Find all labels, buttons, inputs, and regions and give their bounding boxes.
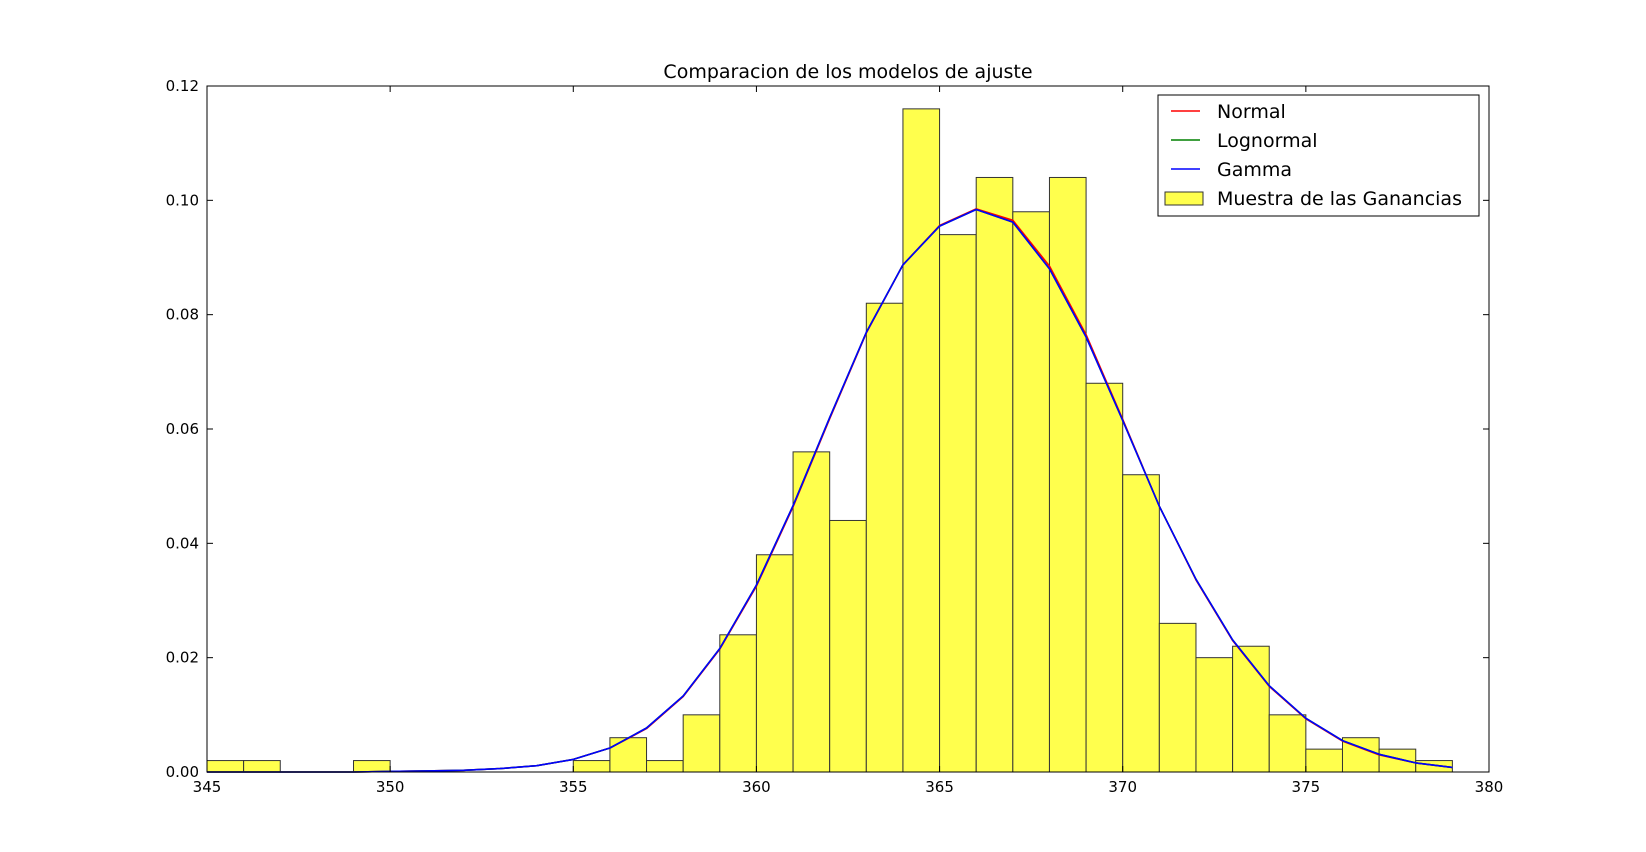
histogram-bar bbox=[1341, 737, 1380, 773]
histogram-bar bbox=[1195, 657, 1234, 773]
y-tick-label: 0.04 bbox=[166, 534, 199, 552]
y-tick-label: 0.02 bbox=[166, 649, 199, 667]
histogram-bar bbox=[1085, 382, 1124, 773]
histogram-bar bbox=[1305, 748, 1343, 773]
x-tick-label: 370 bbox=[1108, 778, 1137, 796]
histogram-bars bbox=[206, 108, 1453, 773]
histogram-bar bbox=[865, 302, 904, 773]
x-tick-label: 355 bbox=[559, 778, 588, 796]
histogram-bar bbox=[609, 737, 648, 773]
histogram-bar bbox=[755, 554, 794, 773]
histogram-bar bbox=[1012, 211, 1050, 773]
plot-area-frame bbox=[206, 85, 1490, 773]
x-tick-label: 350 bbox=[376, 778, 405, 796]
x-tick-label: 380 bbox=[1475, 778, 1504, 796]
legend-label-lognormal: Lognormal bbox=[1217, 130, 1318, 152]
legend-label-gamma: Gamma bbox=[1217, 159, 1292, 181]
legend-label-histogram: Muestra de las Ganancias bbox=[1217, 188, 1462, 210]
legend: Normal Lognormal Gamma Muestra de las Ganan… bbox=[1157, 94, 1480, 217]
histogram-bar bbox=[719, 634, 757, 773]
histogram-bar bbox=[1232, 645, 1270, 773]
axis-tick-labels: 345 350 355 360 365 370 375 380 0.00 0.02 0.04 0.06… bbox=[166, 77, 1504, 796]
histogram-bar bbox=[353, 760, 391, 773]
histogram-bar bbox=[792, 451, 831, 773]
y-tick-label: 0.08 bbox=[166, 306, 199, 324]
legend-box bbox=[1157, 94, 1480, 217]
y-tick-label: 0.06 bbox=[166, 420, 199, 438]
histogram-bar bbox=[206, 760, 245, 773]
histogram-bar bbox=[646, 760, 684, 773]
chart-title: Comparacion de los modelos de ajuste bbox=[663, 61, 1032, 83]
x-tick-label: 375 bbox=[1292, 778, 1321, 796]
histogram-bar bbox=[1268, 714, 1307, 773]
y-tick-label: 0.12 bbox=[166, 77, 199, 95]
histogram-bar bbox=[1048, 176, 1087, 773]
histogram-bar bbox=[939, 234, 977, 773]
histogram-bar bbox=[902, 108, 941, 773]
legend-swatch-histogram bbox=[1164, 191, 1204, 206]
fit-lines bbox=[207, 208, 1453, 773]
histogram-bar bbox=[243, 760, 281, 773]
x-tick-label: 345 bbox=[193, 778, 222, 796]
histogram-bar bbox=[572, 760, 611, 773]
series-line-gamma bbox=[207, 208, 1453, 773]
histogram-bar bbox=[1158, 622, 1197, 773]
histogram-bar bbox=[975, 176, 1014, 773]
y-tick-label: 0.10 bbox=[166, 191, 199, 209]
x-tick-label: 360 bbox=[742, 778, 771, 796]
y-tick-label: 0.00 bbox=[166, 763, 199, 781]
histogram-bar bbox=[1122, 474, 1160, 773]
legend-label-normal: Normal bbox=[1217, 101, 1286, 123]
x-tick-label: 365 bbox=[925, 778, 954, 796]
histogram-bar bbox=[1378, 748, 1417, 773]
histogram-bar bbox=[682, 714, 721, 773]
histogram-bar bbox=[829, 519, 867, 773]
